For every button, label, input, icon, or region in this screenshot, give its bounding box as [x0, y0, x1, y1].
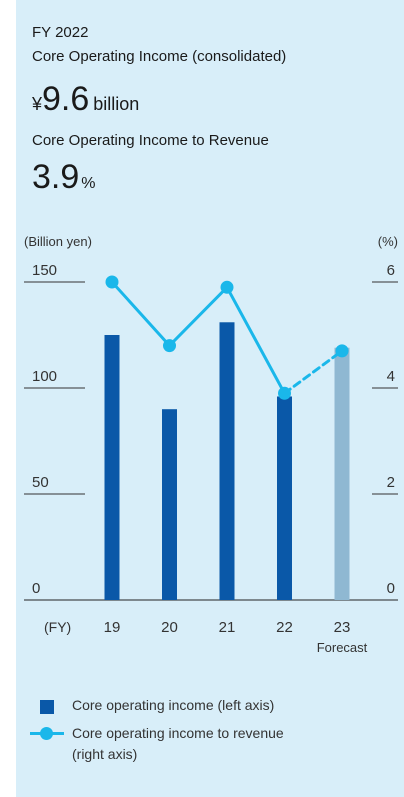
line-segment [225, 285, 286, 395]
x-axis-label: (FY) [44, 619, 71, 635]
line-series [105, 275, 349, 400]
right-tick-label: 6 [387, 262, 395, 279]
right-axis-ticks: 0 2 4 6 [387, 262, 395, 597]
bar [277, 396, 292, 600]
left-tick-label: 100 [32, 368, 57, 385]
x-tick-label: 23 [334, 619, 351, 636]
line-segment [110, 280, 171, 348]
left-tick-label: 50 [32, 474, 49, 491]
metric1-title: Core Operating Income (consolidated) [32, 48, 287, 65]
line-segment [168, 285, 229, 348]
left-tick-label: 150 [32, 262, 57, 279]
line-point [105, 275, 119, 289]
right-tick-label: 2 [387, 474, 395, 491]
legend-line-label-2: (right axis) [72, 746, 138, 762]
metric2-unit: % [81, 175, 96, 192]
legend-line-marker [40, 727, 53, 740]
right-tick-label: 4 [387, 368, 395, 385]
forecast-line-point [335, 344, 349, 358]
fiscal-year-label: FY 2022 [32, 24, 89, 41]
metric2-value: 3.9 [32, 158, 80, 196]
x-tick-label: 19 [104, 619, 121, 636]
x-tick-label: 20 [161, 619, 178, 636]
currency-symbol: ¥ [32, 94, 43, 114]
forecast-bar [334, 347, 350, 600]
left-axis-label: (Billion yen) [24, 234, 92, 249]
x-tick-label: 22 [276, 619, 293, 636]
forecast-line-segment [283, 349, 344, 395]
metric1-unit: billion [93, 94, 140, 114]
metric2-value-group: 3.9% [32, 158, 96, 197]
legend-line-label: Core operating income to revenue [72, 725, 284, 741]
x-axis-ticks: 19 20 21 22 23 Forecast [104, 619, 368, 655]
x-tick-sublabel: Forecast [317, 640, 368, 655]
bar [162, 409, 177, 600]
bar-series [104, 322, 350, 600]
metric2-title: Core Operating Income to Revenue [32, 132, 269, 149]
combo-chart: (Billion yen) (%) 0 50 100 150 0 2 4 6 (FY) 19… [24, 234, 398, 655]
x-tick-label: 21 [219, 619, 236, 636]
legend-bar-swatch [40, 700, 54, 714]
right-tick-label: 0 [387, 580, 395, 597]
line-point [163, 339, 176, 353]
bar [219, 322, 235, 600]
left-axis-ticks: 0 50 100 150 [32, 262, 57, 597]
gridlines [24, 281, 398, 601]
line-point [278, 386, 291, 400]
right-axis-label: (%) [378, 234, 398, 249]
metric1-value-group: ¥9.6 billion [32, 80, 139, 119]
metric1-value: 9.6 [42, 80, 90, 118]
left-tick-label: 0 [32, 580, 40, 597]
legend-bar-label: Core operating income (left axis) [72, 697, 275, 713]
bar [104, 335, 120, 600]
line-point [220, 280, 234, 294]
